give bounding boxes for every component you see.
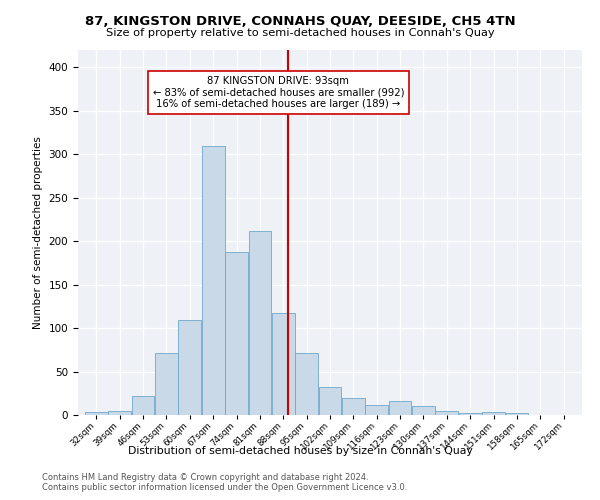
Text: Size of property relative to semi-detached houses in Connah's Quay: Size of property relative to semi-detach… [106,28,494,38]
Bar [319,387,341,415]
Bar [365,406,388,415]
Text: 87, KINGSTON DRIVE, CONNAHS QUAY, DEESIDE, CH5 4TN: 87, KINGSTON DRIVE, CONNAHS QUAY, DEESID… [85,15,515,28]
Bar [202,146,224,415]
Bar [342,398,365,415]
Text: 87 KINGSTON DRIVE: 93sqm
← 83% of semi-detached houses are smaller (992)
16% of : 87 KINGSTON DRIVE: 93sqm ← 83% of semi-d… [152,76,404,110]
Bar [178,320,201,415]
Bar [272,314,295,415]
Bar [506,414,528,415]
Bar [295,354,318,415]
Text: Contains HM Land Registry data © Crown copyright and database right 2024.
Contai: Contains HM Land Registry data © Crown c… [42,473,407,492]
Bar [459,414,482,415]
Bar [482,412,505,415]
Bar [412,406,435,415]
Y-axis label: Number of semi-detached properties: Number of semi-detached properties [33,136,43,329]
Bar [436,410,458,415]
Bar [389,401,412,415]
Bar [132,396,154,415]
Bar [248,231,271,415]
Bar [109,410,131,415]
Bar [225,252,248,415]
Text: Distribution of semi-detached houses by size in Connah's Quay: Distribution of semi-detached houses by … [128,446,472,456]
Bar [155,354,178,415]
Bar [85,412,107,415]
